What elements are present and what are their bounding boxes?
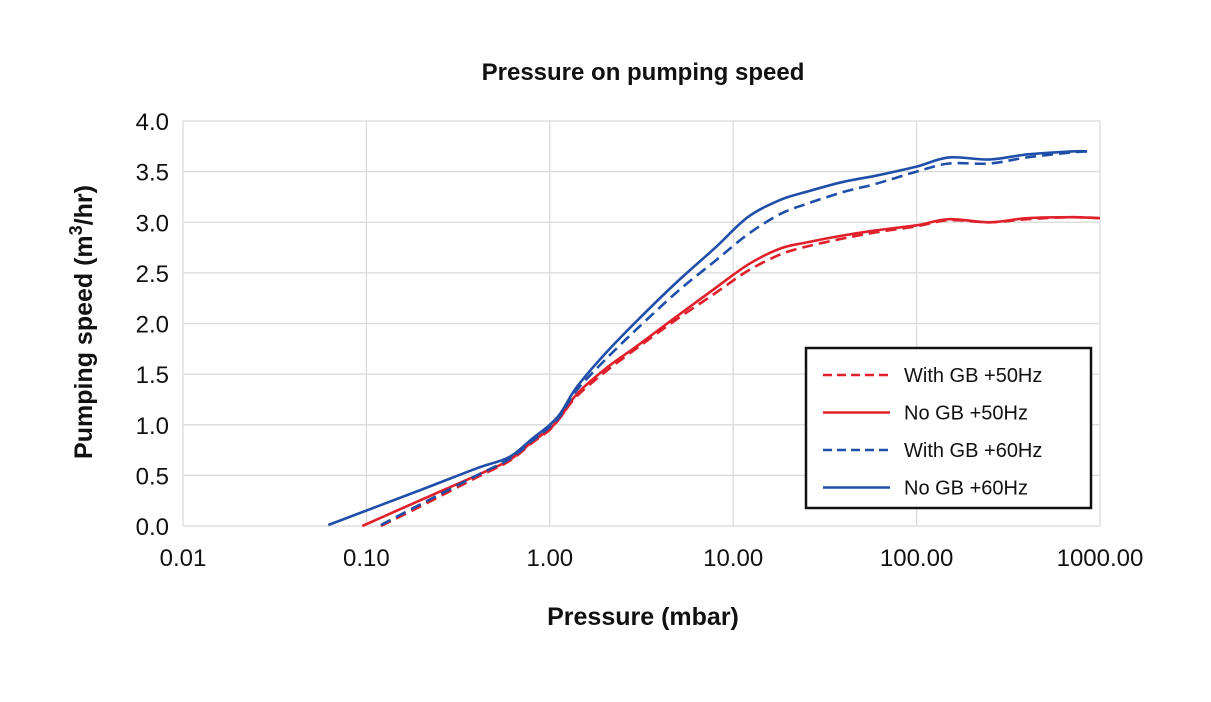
x-axis-label: Pressure (mbar) [547, 603, 739, 631]
x-tick-label: 0.01 [160, 545, 207, 572]
y-tick-label: 4.0 [136, 109, 169, 136]
y-tick-label: 1.5 [136, 362, 169, 389]
y-tick-label: 0.5 [136, 463, 169, 490]
legend: With GB +50Hz No GB +50Hz With GB +60Hz No … [804, 346, 1093, 510]
y-tick-label: 1.0 [136, 413, 169, 440]
legend-label: With GB +50Hz [904, 365, 1042, 387]
y-tick-label: 2.0 [136, 312, 169, 339]
legend-label: No GB +50Hz [904, 403, 1028, 425]
series-lines [327, 149, 1101, 528]
x-tick-label: 0.10 [343, 545, 390, 572]
x-tick-label: 10.00 [703, 545, 763, 572]
legend-label: No GB +60Hz [904, 478, 1028, 500]
y-axis-label: Pumping speed (m3/hr) [66, 185, 98, 459]
legend-box [804, 346, 1093, 510]
chart-title: Pressure on pumping speed [482, 59, 805, 86]
x-tick-label: 1.00 [526, 545, 573, 572]
y-axis-label-main: Pumping speed (m [70, 235, 98, 459]
y-tick-label: 2.5 [136, 261, 169, 288]
legend-label: With GB +60Hz [904, 440, 1042, 462]
y-tick-label: 3.5 [136, 160, 169, 187]
series-line-with-gb-60hz [380, 150, 1088, 527]
y-tick-label: 0.0 [136, 514, 169, 541]
x-tick-label: 1000.00 [1057, 545, 1144, 572]
y-axis-label-sup: 3 [66, 225, 86, 235]
y-axis-label-tail: /hr) [70, 185, 98, 225]
x-tick-label: 100.00 [880, 545, 953, 572]
y-tick-label: 3.0 [136, 210, 169, 237]
series-line-no-gb-60hz [327, 149, 1088, 527]
x-tick-labels: 0.01 0.10 1.00 10.00 100.00 1000.00 [160, 545, 1144, 572]
y-tick-labels: 0.0 0.5 1.0 1.5 2.0 2.5 3.0 3.5 4.0 [136, 109, 169, 541]
